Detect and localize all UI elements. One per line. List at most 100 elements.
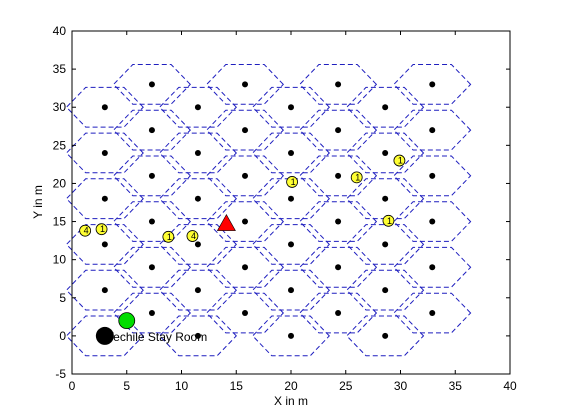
cell-center-dot	[194, 287, 201, 294]
cell-center-dot	[429, 264, 436, 271]
vehicle-stay-room-label: Vechile Stay Room	[106, 330, 207, 344]
cell-center-dot	[194, 104, 201, 111]
hexagon-cell	[252, 269, 330, 311]
y-tick-label: 15	[53, 215, 67, 229]
cell-center-dot	[242, 127, 249, 134]
cell-center-dot	[382, 287, 389, 294]
x-tick-label: 40	[503, 379, 517, 393]
cell-center-dot	[429, 127, 436, 134]
hexagon-cell	[346, 224, 425, 265]
hexagon-cell	[346, 269, 425, 311]
cell-center-dot	[242, 81, 249, 88]
hexagon-cell	[346, 178, 425, 220]
user-point	[95, 223, 108, 236]
hexagon-cell	[206, 64, 284, 105]
hexagon-cell	[393, 201, 472, 242]
hexagon-cell	[158, 315, 237, 357]
y-axis-label: Y in m	[31, 185, 45, 219]
cell-center-dot	[382, 104, 389, 111]
cell-center-dot	[288, 195, 294, 202]
hexagon-cell	[65, 269, 144, 311]
cell-center-dot	[382, 195, 389, 202]
markers: 4 1 1 4 1 1 1 1	[79, 154, 406, 345]
user-point	[393, 154, 406, 167]
hexagon-cell	[206, 201, 284, 242]
hexagon-cell	[206, 246, 284, 288]
hexagon-cell	[158, 269, 237, 311]
hexagon-cell	[393, 109, 472, 151]
user-point-label: 1	[291, 177, 296, 187]
user-point	[162, 230, 175, 243]
hexagon-grid	[65, 64, 472, 357]
hexagon-cell	[65, 132, 144, 174]
cell-center-dot	[288, 241, 294, 248]
cell-centers	[101, 81, 436, 339]
user-point-label: 1	[100, 224, 105, 234]
y-tick-label: 30	[53, 100, 67, 114]
user-point	[79, 224, 92, 237]
hexagon-cell	[252, 132, 330, 174]
cell-center-dot	[335, 218, 342, 225]
y-tick-label: 5	[59, 291, 66, 305]
user-point-label: 1	[167, 232, 172, 242]
cell-center-dot	[242, 218, 249, 225]
y-tick-label: 25	[53, 138, 67, 152]
user-point	[186, 230, 199, 242]
hexagon-cell	[252, 224, 330, 265]
cell-center-dot	[194, 241, 201, 248]
hexagon-cell	[65, 86, 144, 128]
cell-center-dot	[148, 264, 155, 271]
hexagon-cell	[299, 155, 378, 197]
cell-center-dot	[101, 104, 108, 111]
hexagon-cell	[206, 109, 284, 151]
hexagon-cell	[206, 292, 284, 334]
x-tick-label: 5	[123, 379, 130, 393]
cell-center-dot	[382, 149, 389, 156]
cell-center-dot	[288, 332, 294, 339]
cell-center-dot	[335, 81, 342, 88]
cell-center-dot	[382, 241, 389, 248]
hexagon-cell	[252, 315, 330, 357]
y-tick-label: 35	[53, 62, 67, 76]
hexagon-cell	[346, 86, 425, 128]
cell-center-dot	[101, 195, 108, 202]
green-point-marker	[118, 312, 136, 330]
cell-center-dot	[382, 332, 389, 339]
hexagon-cell	[65, 178, 144, 220]
user-point	[286, 176, 298, 188]
cell-center-dot	[148, 310, 155, 317]
cell-center-dot	[148, 81, 155, 88]
cell-center-dot	[288, 287, 294, 294]
cell-center-dot	[242, 310, 249, 317]
cell-center-dot	[194, 149, 201, 156]
hexagon-cell	[112, 155, 191, 197]
hexagon-cell	[158, 132, 237, 174]
hexagon-cell	[112, 292, 191, 334]
hexagon-cell	[299, 246, 378, 288]
cell-center-dot	[148, 172, 155, 179]
hexagon-cell	[346, 132, 425, 174]
user-point	[350, 171, 363, 184]
cell-center-dot	[335, 264, 342, 271]
hexagon-cell	[252, 86, 330, 128]
cell-center-dot	[429, 218, 436, 225]
cell-center-dot	[429, 172, 436, 179]
x-axis-label: X in m	[274, 394, 308, 408]
cell-center-dot	[194, 195, 201, 202]
cell-center-dot	[148, 218, 155, 225]
x-tick-label: 25	[339, 379, 353, 393]
cell-center-dot	[429, 81, 436, 88]
y-tick-label: 20	[53, 176, 67, 190]
user-point-label: 1	[398, 156, 403, 166]
x-tick-label: 30	[394, 379, 408, 393]
y-tick-label: 40	[53, 24, 67, 38]
hexagon-cell	[112, 201, 191, 242]
cell-center-dot	[242, 264, 249, 271]
user-point-label: 1	[387, 216, 392, 226]
hexagon-cell	[112, 246, 191, 288]
cell-center-dot	[148, 127, 155, 134]
hexagon-cell	[393, 246, 472, 288]
hexagon-cell	[393, 292, 472, 334]
